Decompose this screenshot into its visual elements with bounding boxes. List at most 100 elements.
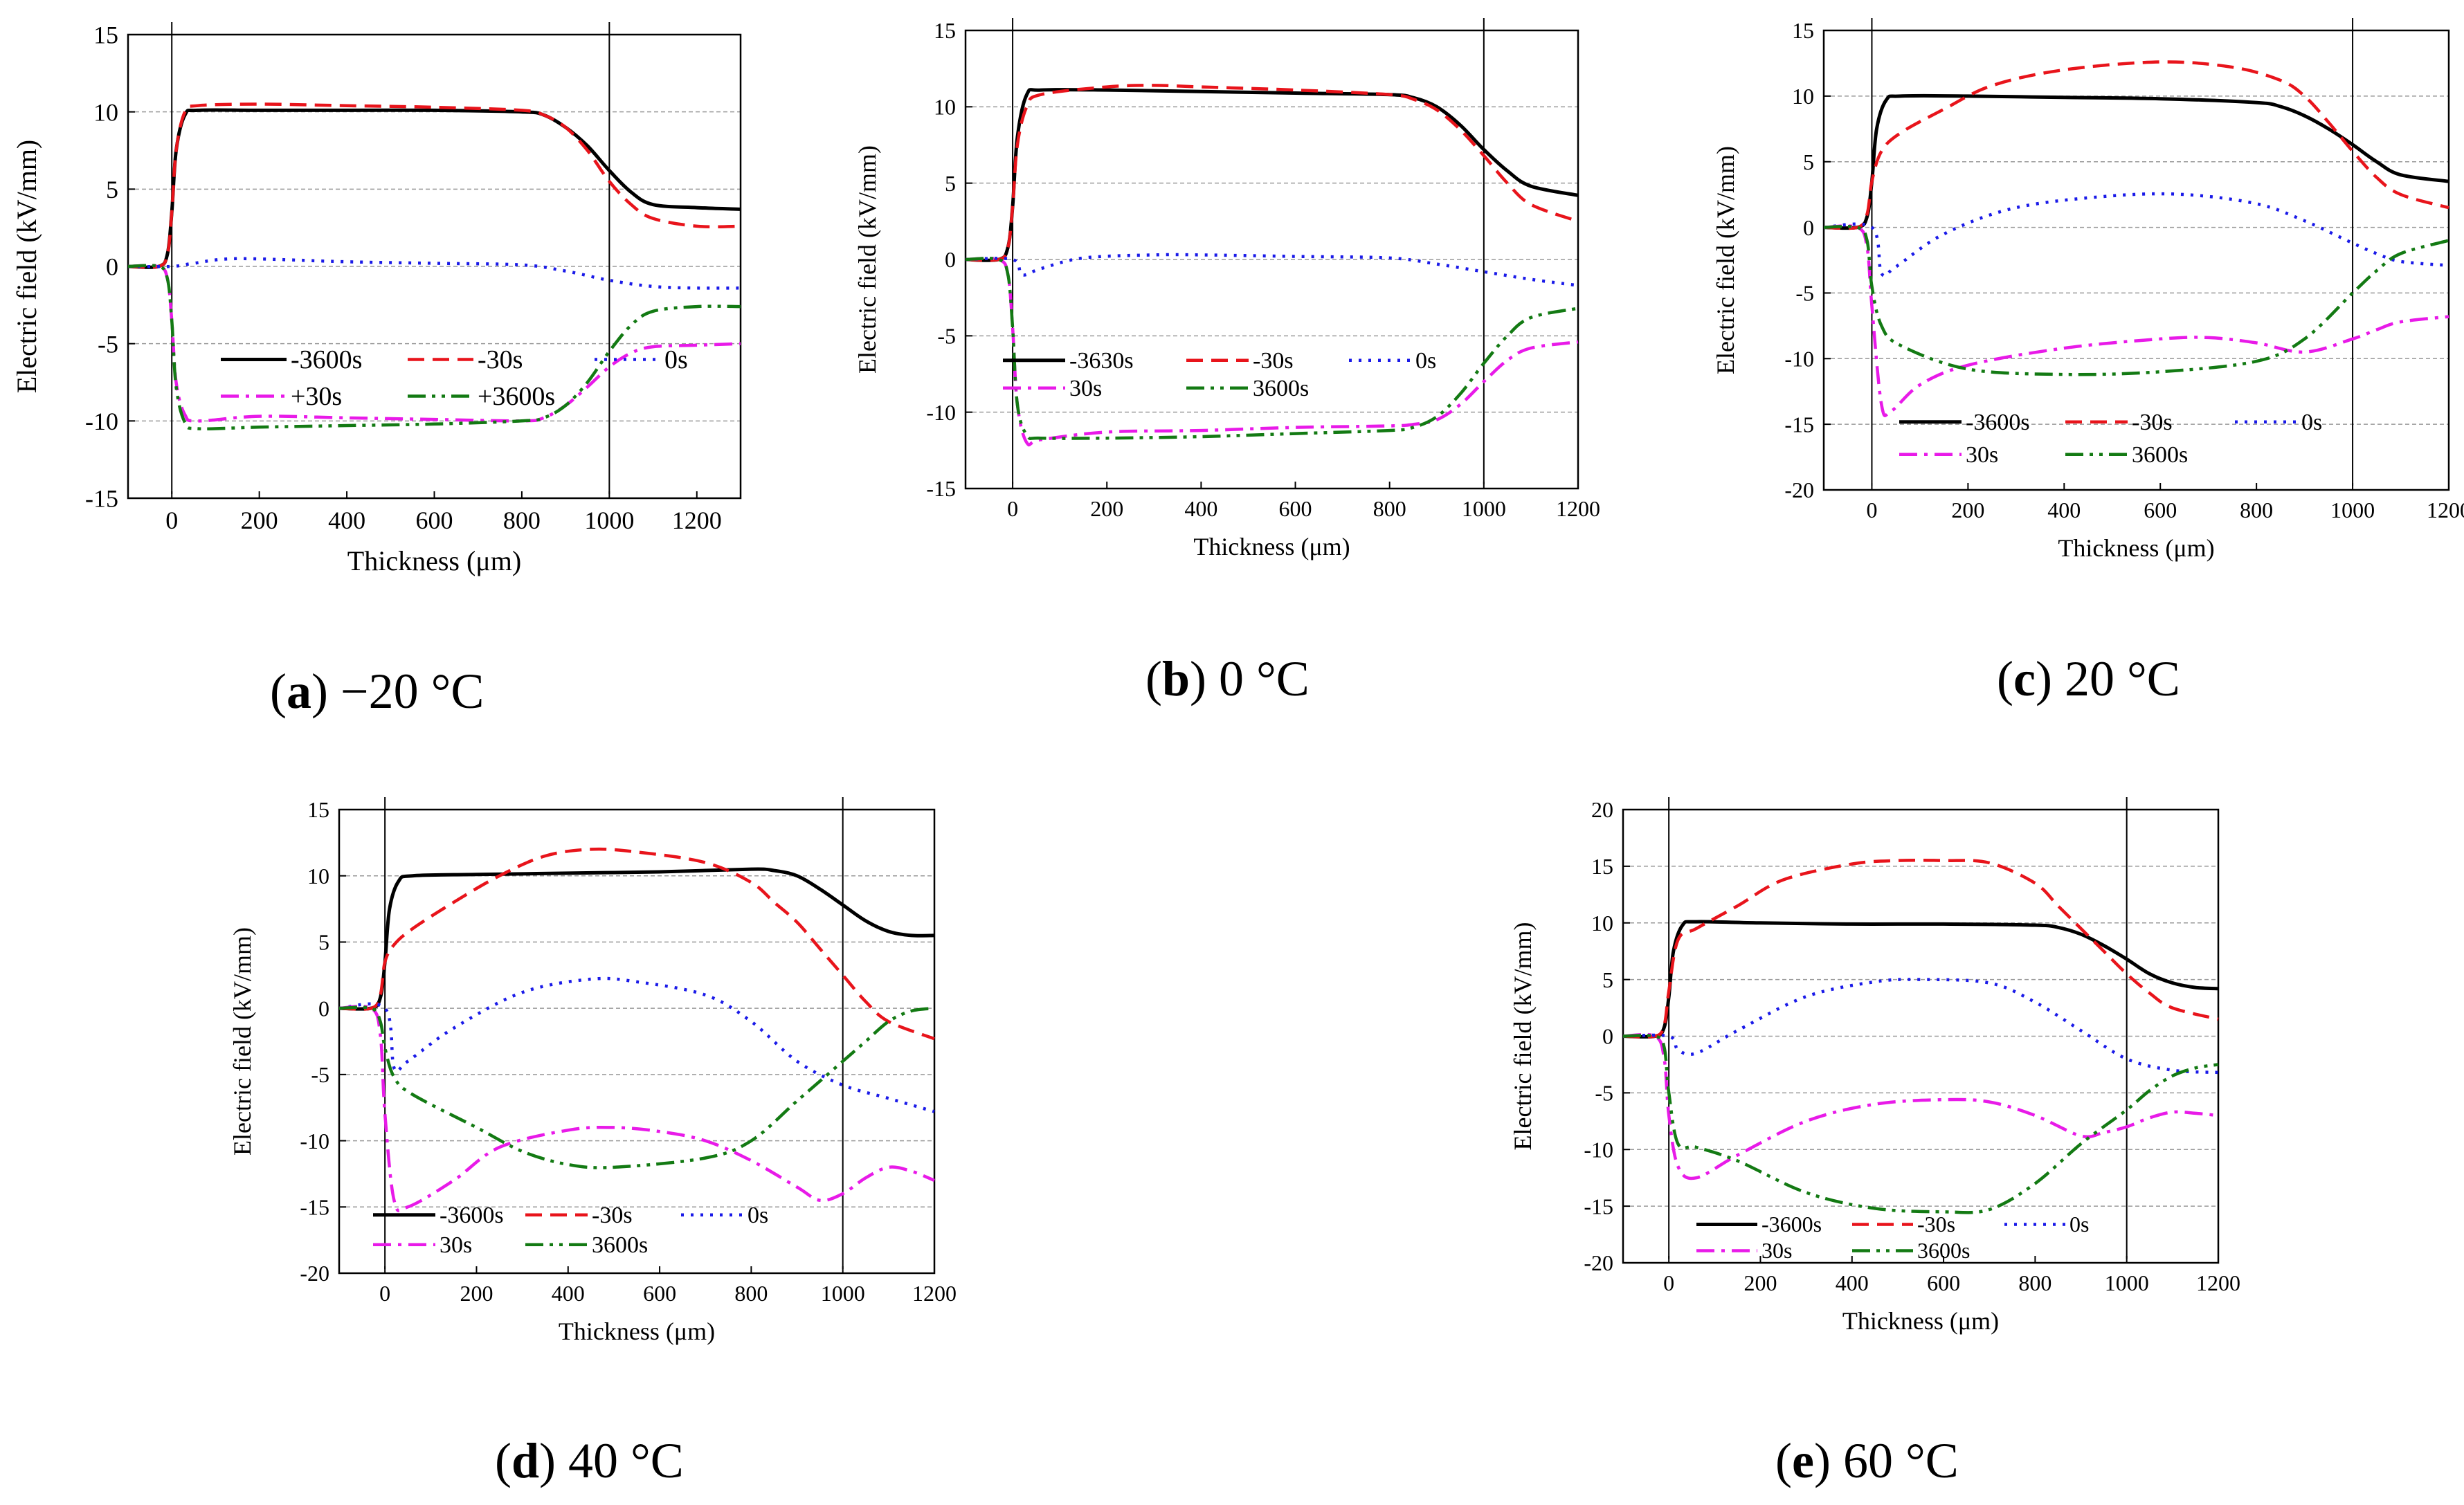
- plot-frame: [338, 808, 936, 1275]
- x-tick-label: 200: [460, 1281, 493, 1306]
- y-tick-label: 5: [106, 176, 118, 203]
- series-line-zero: [338, 976, 935, 1113]
- chart-panel-d: -20 -15 -10 -5 0 5 10 15 0 200 400 600 800 1000 1200 Th…: [221, 796, 969, 1370]
- legend-label-pos30: 30s: [1761, 1238, 1792, 1263]
- x-tick-label: 200: [241, 507, 278, 534]
- y-tick-label: 15: [934, 18, 956, 43]
- legend-label-pos30: +30s: [291, 382, 342, 411]
- series-line-neg30: [127, 102, 741, 269]
- x-tick-label: 400: [328, 507, 365, 534]
- x-axis-label: Thickness (μm): [559, 1317, 715, 1345]
- y-tick-label: -15: [1584, 1194, 1613, 1219]
- y-axis-label: Electric field (kV/mm): [11, 140, 42, 394]
- y-tick-label: 15: [307, 797, 329, 822]
- caption-b-text: 0 °C: [1206, 651, 1310, 706]
- legend-label-pos30: 30s: [1966, 442, 1998, 468]
- y-tick-label: -15: [926, 476, 956, 501]
- y-tick-label: 5: [945, 171, 956, 196]
- legend-label-neg30: -30s: [1917, 1212, 1955, 1237]
- caption-b: (b) 0 °C: [1145, 651, 1310, 706]
- y-tick-label: 0: [318, 996, 329, 1021]
- y-tick-label: 0: [106, 253, 118, 281]
- x-tick-label: 800: [2018, 1270, 2051, 1295]
- caption-c-letter: c: [2013, 651, 2036, 706]
- x-tick-label: 200: [1743, 1270, 1777, 1295]
- y-tick-label: 5: [1803, 149, 1814, 174]
- x-tick-label: 1000: [2330, 498, 2375, 522]
- x-tick-label: 1000: [584, 507, 634, 534]
- series-line-pos30: [1622, 1032, 2219, 1180]
- series-line-pos30: [965, 257, 1579, 447]
- y-tick-label: -20: [300, 1261, 329, 1286]
- x-tick-label: 1200: [2427, 498, 2464, 522]
- x-tick-label: 0: [379, 1281, 390, 1306]
- legend-label-neg3600: -3600s: [291, 345, 362, 374]
- y-tick-label: -10: [85, 408, 118, 435]
- series-line-zero: [1823, 192, 2449, 278]
- y-tick-label: -10: [300, 1129, 329, 1153]
- y-tick-label: 10: [93, 98, 118, 126]
- legend-label-zero: 0s: [748, 1203, 768, 1228]
- x-tick-label: 1200: [2196, 1270, 2240, 1295]
- y-tick-label: -5: [937, 324, 956, 349]
- x-axis-label: Thickness (μm): [347, 545, 521, 576]
- chart-c: -20 -15 -10 -5 0 5 10 15 0 200 400 600 800 1000 1200 Th…: [1712, 18, 2464, 562]
- y-tick-label: 15: [1792, 18, 1814, 43]
- legend-label-pos3600: 3600s: [2132, 442, 2188, 468]
- series-line-zero: [965, 253, 1579, 287]
- legend-label-neg3600: -3600s: [440, 1203, 504, 1228]
- y-axis-label: Electric field (kV/mm): [853, 145, 881, 374]
- series-line-pos3600: [1622, 1034, 2219, 1214]
- x-tick-label: 600: [1279, 496, 1312, 521]
- series-line-pos3600: [338, 1005, 935, 1169]
- x-tick-label: 1000: [1462, 496, 1506, 521]
- legend-label-pos3600: 3600s: [592, 1232, 648, 1258]
- y-tick-label: -5: [1795, 281, 1814, 306]
- series-line-pos30: [338, 1005, 935, 1212]
- legend-label-neg3600: -3600s: [1761, 1212, 1822, 1237]
- caption-d: (d) 40 °C: [495, 1433, 684, 1488]
- y-tick-label: -20: [1584, 1250, 1613, 1275]
- y-tick-label: -15: [85, 485, 118, 513]
- x-axis-label: Thickness (μm): [1193, 533, 1350, 560]
- series-line-neg30: [965, 84, 1579, 262]
- y-tick-label: -10: [1584, 1137, 1613, 1162]
- y-tick-label: 10: [1792, 84, 1814, 109]
- y-axis-label: Electric field (kV/mm): [228, 927, 256, 1156]
- x-tick-label: 1200: [912, 1281, 957, 1306]
- y-tick-label: -5: [311, 1062, 329, 1087]
- x-tick-label: 1000: [821, 1281, 865, 1306]
- y-tick-label: -20: [1784, 477, 1814, 502]
- y-axis-label: Electric field (kV/mm): [1509, 922, 1537, 1151]
- chart-panel-a: -15 -10 -5 0 5 10 15 0 200 400 600 800 1000 1200 Thick…: [0, 0, 754, 609]
- caption-e: (e) 60 °C: [1775, 1433, 1959, 1488]
- y-tick-label: 15: [93, 21, 118, 49]
- y-tick-label: -10: [926, 400, 956, 425]
- series-line-pos3600: [965, 257, 1579, 440]
- chart-panel-c: -20 -15 -10 -5 0 5 10 15 0 200 400 600 800 1000 1200 Th…: [1703, 0, 2464, 609]
- chart-d: -20 -15 -10 -5 0 5 10 15 0 200 400 600 800 1000 1200 Th…: [228, 797, 957, 1345]
- legend-label-neg30: -30s: [478, 345, 523, 374]
- series-line-neg30: [338, 847, 935, 1041]
- series-line-neg3600: [127, 108, 741, 269]
- x-tick-label: 800: [734, 1281, 768, 1306]
- x-tick-label: 400: [2047, 498, 2081, 522]
- y-tick-label: 15: [1591, 854, 1613, 879]
- series-line-pos30: [1823, 224, 2449, 417]
- caption-c: (c) 20 °C: [1997, 651, 2180, 706]
- legend-label-pos3600: 3600s: [1917, 1238, 1970, 1263]
- x-axis-label: Thickness (μm): [2058, 534, 2214, 562]
- x-tick-label: 400: [552, 1281, 585, 1306]
- x-tick-label: 400: [1184, 496, 1217, 521]
- caption-c-text: 20 °C: [2051, 651, 2180, 706]
- caption-b-letter: b: [1161, 651, 1190, 706]
- legend-label-zero: 0s: [664, 345, 688, 374]
- x-tick-label: 0: [1866, 498, 1877, 522]
- legend-label-neg30: -30s: [2132, 410, 2173, 435]
- y-tick-label: 0: [945, 247, 956, 272]
- legend-label-neg3600: -3600s: [1966, 410, 2030, 435]
- x-tick-label: 800: [503, 507, 541, 534]
- x-tick-label: 1200: [1556, 496, 1600, 521]
- legend-label-neg3600: -3630s: [1069, 348, 1134, 374]
- legend-label-pos30: 30s: [440, 1232, 472, 1258]
